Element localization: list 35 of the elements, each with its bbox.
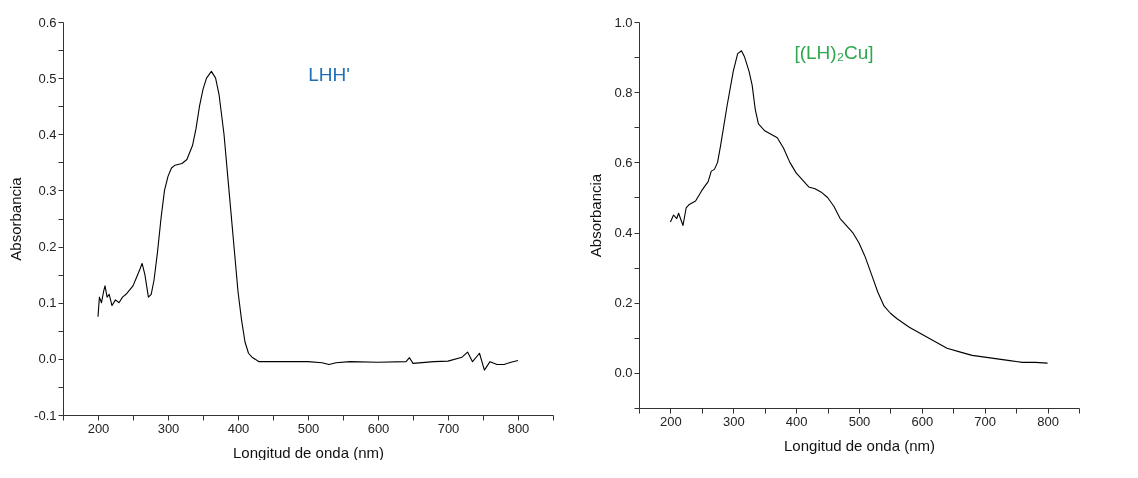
x-axis-title: Longitud de onda (nm) xyxy=(233,443,384,461)
y-tick-label: 0.0 xyxy=(38,351,57,367)
y-tick-label: 0.4 xyxy=(38,126,57,142)
y-tick-label: 0.6 xyxy=(614,154,633,170)
x-axis-title: Longitud de onda (nm) xyxy=(784,436,935,454)
x-tick-label: 600 xyxy=(367,420,390,436)
x-tick-label: 500 xyxy=(848,413,871,429)
x-tick-label: 800 xyxy=(1037,413,1059,429)
y-tick-label: 0.2 xyxy=(614,295,633,311)
y-tick-label: 0.5 xyxy=(38,70,57,86)
y-tick-label: -0.1 xyxy=(34,407,57,423)
y-axis-title: Absorbancia xyxy=(7,176,25,261)
y-tick-label: 0.4 xyxy=(614,225,633,241)
y-tick-label: 0.0 xyxy=(614,365,633,381)
y-tick-label: 0.3 xyxy=(38,182,57,198)
x-tick-label: 800 xyxy=(507,420,530,436)
text: [(LH)₂Cu] xyxy=(794,42,874,63)
x-tick-label: 400 xyxy=(785,413,808,429)
x-tick-label: 700 xyxy=(437,420,460,436)
line-series xyxy=(97,70,519,371)
text: LHH' xyxy=(308,64,350,85)
x-tick-label: 300 xyxy=(722,413,745,429)
y-axis-title: Absorbancia xyxy=(587,173,605,258)
x-tick-label: 300 xyxy=(157,420,180,436)
x-tick-label: 700 xyxy=(974,413,997,429)
y-tick-label: 1.0 xyxy=(614,14,633,30)
x-tick-label: 600 xyxy=(911,413,934,429)
y-tick-label: 0.6 xyxy=(38,14,57,30)
y-tick-label: 0.2 xyxy=(38,239,57,255)
y-tick-label: 0.1 xyxy=(38,295,57,311)
y-tick-label: 0.8 xyxy=(614,84,633,100)
x-tick-label: 500 xyxy=(297,420,320,436)
x-tick-label: 200 xyxy=(87,420,110,436)
x-tick-label: 200 xyxy=(660,413,682,429)
x-tick-label: 400 xyxy=(227,420,250,436)
